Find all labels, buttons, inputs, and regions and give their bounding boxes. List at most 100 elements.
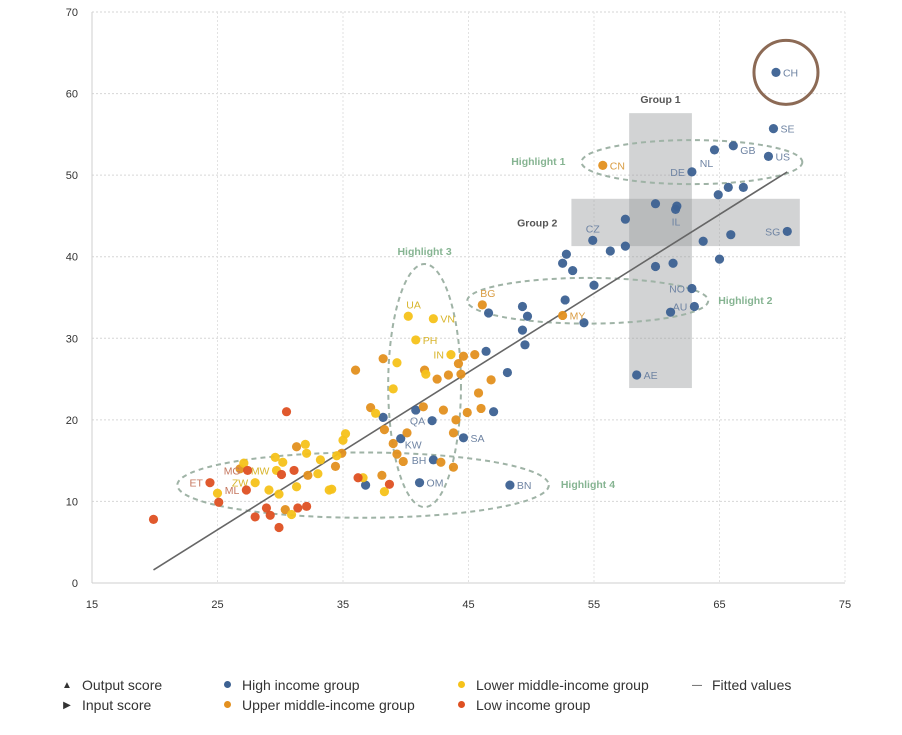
data-point-low	[250, 512, 260, 522]
legend-input-score: ▶ Input score	[60, 697, 151, 713]
data-point-lower	[379, 487, 390, 497]
x-tick-label: 75	[839, 599, 851, 611]
data-point-low	[302, 501, 312, 511]
highlight-circle	[752, 38, 820, 106]
data-point-high	[723, 182, 733, 192]
data-point-high	[428, 455, 438, 465]
data-point-high	[489, 407, 499, 417]
data-point-upper	[453, 358, 464, 369]
y-tick-label: 20	[66, 415, 78, 427]
data-point-high	[738, 182, 748, 192]
data-point-high	[517, 301, 528, 312]
data-point-high	[522, 311, 533, 321]
data-point-upper	[388, 438, 398, 449]
data-point-high	[771, 67, 781, 77]
legend-dot-low	[457, 700, 465, 708]
y-tick-label: 50	[66, 170, 78, 182]
legend-low-income: Low income group	[454, 697, 590, 713]
legend-output-score: ▲ Output score	[60, 677, 162, 693]
data-point-lower	[446, 350, 456, 360]
data-point-high	[698, 236, 708, 246]
point-label: AU	[673, 301, 688, 313]
point-label: MW	[251, 465, 270, 477]
point-label: BH	[412, 455, 427, 467]
dash-icon: —	[692, 679, 702, 691]
data-point-upper	[476, 403, 486, 414]
data-point-low	[205, 478, 215, 488]
data-point-high	[763, 151, 774, 161]
data-point-high	[713, 190, 723, 200]
point-label: UA	[406, 299, 421, 311]
data-point-lower	[278, 457, 288, 467]
x-tick-label: 65	[713, 599, 725, 611]
data-point-low	[384, 479, 395, 489]
triangle-right-icon: ▶	[63, 699, 71, 711]
legend-dot-high	[223, 680, 231, 688]
point-label: NL	[700, 158, 714, 170]
data-point-lower	[274, 489, 284, 499]
legend-dot-lower	[457, 680, 465, 688]
data-point-low	[353, 473, 363, 483]
triangle-up-icon: ▲	[62, 679, 72, 691]
data-point-lower	[264, 485, 274, 495]
data-point-high	[605, 246, 615, 256]
group-region	[571, 198, 800, 247]
data-point-high	[665, 307, 676, 317]
data-point-lower	[421, 369, 431, 379]
legend-label: Low income group	[476, 697, 591, 713]
point-label: SE	[780, 124, 794, 136]
data-point-high	[427, 416, 437, 426]
data-point-lower	[286, 509, 297, 520]
data-point-upper	[379, 425, 390, 435]
data-point-upper	[303, 470, 313, 480]
data-point-high	[378, 412, 388, 423]
legend-label: Lower middle-income group	[476, 677, 649, 693]
data-point-low	[265, 510, 275, 520]
data-point-upper	[436, 457, 446, 467]
data-point-upper	[443, 370, 454, 380]
data-point-high	[589, 280, 599, 290]
point-label: AE	[644, 370, 658, 382]
data-point-lower	[332, 451, 342, 461]
legend-label: Output score	[82, 677, 163, 693]
data-point-low	[274, 522, 284, 533]
point-label: ET	[190, 478, 204, 490]
data-point-low	[243, 465, 253, 476]
y-tick-label: 70	[66, 7, 78, 19]
highlight-label: Highlight 3	[397, 246, 451, 258]
data-point-high	[714, 254, 725, 264]
data-point-upper	[477, 300, 487, 310]
y-tick-label: 60	[66, 89, 78, 101]
data-point-high	[481, 346, 491, 356]
point-label: GB	[740, 145, 755, 157]
data-point-low	[241, 485, 251, 495]
data-point-high	[728, 141, 738, 151]
point-label: ML	[225, 485, 240, 497]
x-tick-label: 35	[337, 599, 349, 611]
x-tick-label: 45	[462, 599, 474, 611]
data-point-lower	[371, 408, 381, 418]
data-point-high	[670, 204, 681, 215]
point-label: NO	[669, 284, 685, 296]
y-tick-label: 10	[66, 496, 78, 508]
data-point-upper	[456, 369, 466, 379]
data-point-high	[689, 301, 700, 312]
data-point-lower	[428, 314, 438, 324]
legend-label: Upper middle-income group	[242, 697, 415, 713]
data-point-low	[281, 407, 292, 417]
data-point-low	[261, 503, 272, 513]
data-point-high	[520, 340, 530, 350]
data-point-upper	[473, 388, 484, 398]
point-label: US	[775, 151, 790, 163]
data-point-upper	[432, 374, 442, 384]
data-point-lower	[291, 482, 302, 492]
data-point-lower	[411, 335, 421, 345]
data-point-upper	[418, 402, 428, 412]
data-point-upper	[377, 470, 387, 480]
group-label: Group 1	[640, 94, 680, 106]
data-point-high	[411, 405, 421, 415]
legend-label: Fitted values	[712, 677, 792, 693]
legend-fitted-values: — Fitted values	[690, 677, 791, 693]
data-point-low	[289, 465, 299, 476]
point-label: IN	[433, 350, 444, 362]
